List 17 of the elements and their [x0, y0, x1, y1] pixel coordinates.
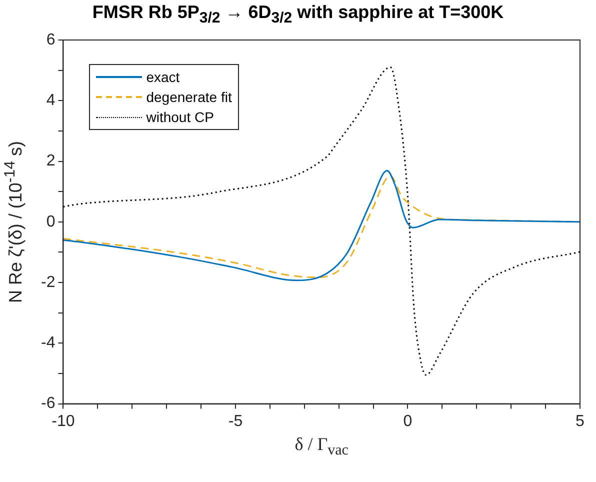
x-tick-label: -5 — [228, 412, 243, 430]
line-series — [63, 66, 580, 376]
y-tick-label: 2 — [46, 152, 56, 170]
legend-label: degenerate fit — [146, 89, 232, 105]
chart-title: FMSR Rb 5P$_{3/2}$ → 6D$_{3/2}$ with sapphire at T=300K — [91, 2, 505, 27]
y-tick-label: -4 — [40, 334, 56, 352]
y-tick-label: -2 — [40, 274, 56, 291]
y-tick-label: 0 — [46, 213, 56, 230]
x-axis-title: δ / Γ$_{vac}$ — [294, 434, 350, 460]
legend-label: exact — [146, 69, 180, 85]
legend-label: without CP — [146, 109, 214, 125]
x-tick-label: 5 — [576, 412, 585, 430]
y-tick-label: -6 — [40, 395, 56, 412]
y-tick-label: 6 — [46, 31, 56, 48]
x-tick-label: 0 — [403, 412, 412, 430]
x-tick-label: -10 — [52, 412, 75, 430]
y-tick-label: 4 — [46, 92, 56, 110]
